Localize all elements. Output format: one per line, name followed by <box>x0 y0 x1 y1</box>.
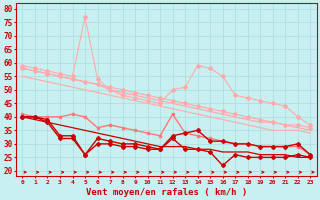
X-axis label: Vent moyen/en rafales ( km/h ): Vent moyen/en rafales ( km/h ) <box>86 188 247 197</box>
